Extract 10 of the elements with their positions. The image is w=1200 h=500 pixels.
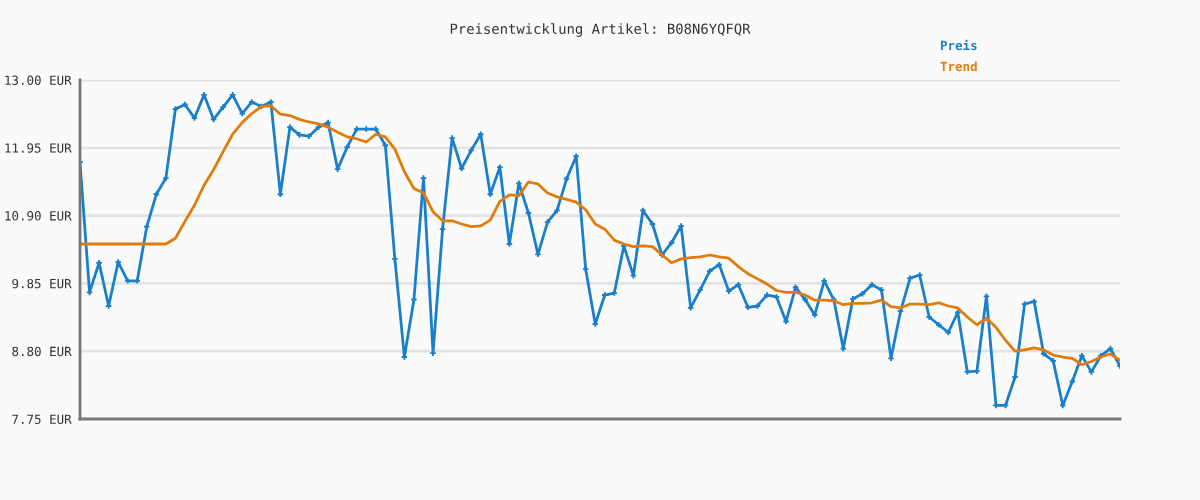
y-tick-label: 7.75 EUR <box>12 414 72 424</box>
y-tick-label: 11.95 EUR <box>5 143 72 153</box>
y-tick-label: 9.85 EUR <box>12 278 72 289</box>
line-series <box>80 104 1120 367</box>
text: Preis <box>940 39 977 51</box>
chart-title: Preisentwicklung Artikel: B08N6YQFQR <box>450 23 751 37</box>
y-tick-label: 13.00 EUR <box>5 75 72 85</box>
y-tick-label: 8.80 EUR <box>12 346 72 357</box>
text: Trend <box>940 61 977 72</box>
y-tick-label: 10.90 EUR <box>5 211 72 221</box>
